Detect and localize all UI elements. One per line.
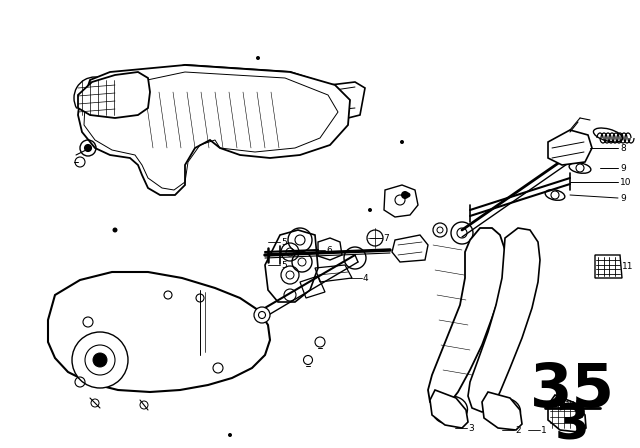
Text: 5: 5	[281, 237, 287, 246]
Polygon shape	[482, 392, 522, 430]
Circle shape	[368, 208, 372, 212]
Text: 6: 6	[326, 246, 332, 254]
Text: 2: 2	[515, 426, 520, 435]
Text: 4: 4	[363, 273, 369, 283]
Text: 5: 5	[281, 260, 287, 270]
Polygon shape	[468, 228, 540, 412]
Text: 1: 1	[541, 426, 547, 435]
Text: 3: 3	[468, 423, 474, 432]
Circle shape	[84, 145, 92, 151]
Polygon shape	[384, 185, 418, 217]
Circle shape	[254, 307, 270, 323]
Polygon shape	[115, 308, 184, 319]
Polygon shape	[428, 228, 505, 408]
Polygon shape	[265, 230, 318, 302]
Text: 9: 9	[620, 194, 626, 202]
Polygon shape	[430, 390, 468, 428]
Circle shape	[256, 56, 260, 60]
Polygon shape	[392, 235, 428, 262]
Circle shape	[228, 433, 232, 437]
Circle shape	[406, 193, 410, 198]
Circle shape	[93, 353, 107, 367]
Text: 10: 10	[620, 177, 632, 186]
Circle shape	[72, 332, 128, 388]
Circle shape	[113, 228, 118, 233]
Text: 7: 7	[383, 233, 388, 242]
Circle shape	[401, 191, 409, 199]
Polygon shape	[548, 130, 592, 165]
Text: 9: 9	[620, 164, 626, 172]
Text: 12: 12	[565, 401, 577, 409]
Polygon shape	[78, 65, 350, 195]
Polygon shape	[78, 72, 150, 118]
Text: 3: 3	[555, 401, 589, 448]
Polygon shape	[48, 272, 270, 392]
Polygon shape	[112, 305, 188, 322]
Circle shape	[400, 140, 404, 144]
Text: 35: 35	[529, 361, 614, 419]
Text: 11: 11	[622, 262, 634, 271]
Text: 8: 8	[620, 143, 626, 152]
Polygon shape	[548, 395, 586, 432]
